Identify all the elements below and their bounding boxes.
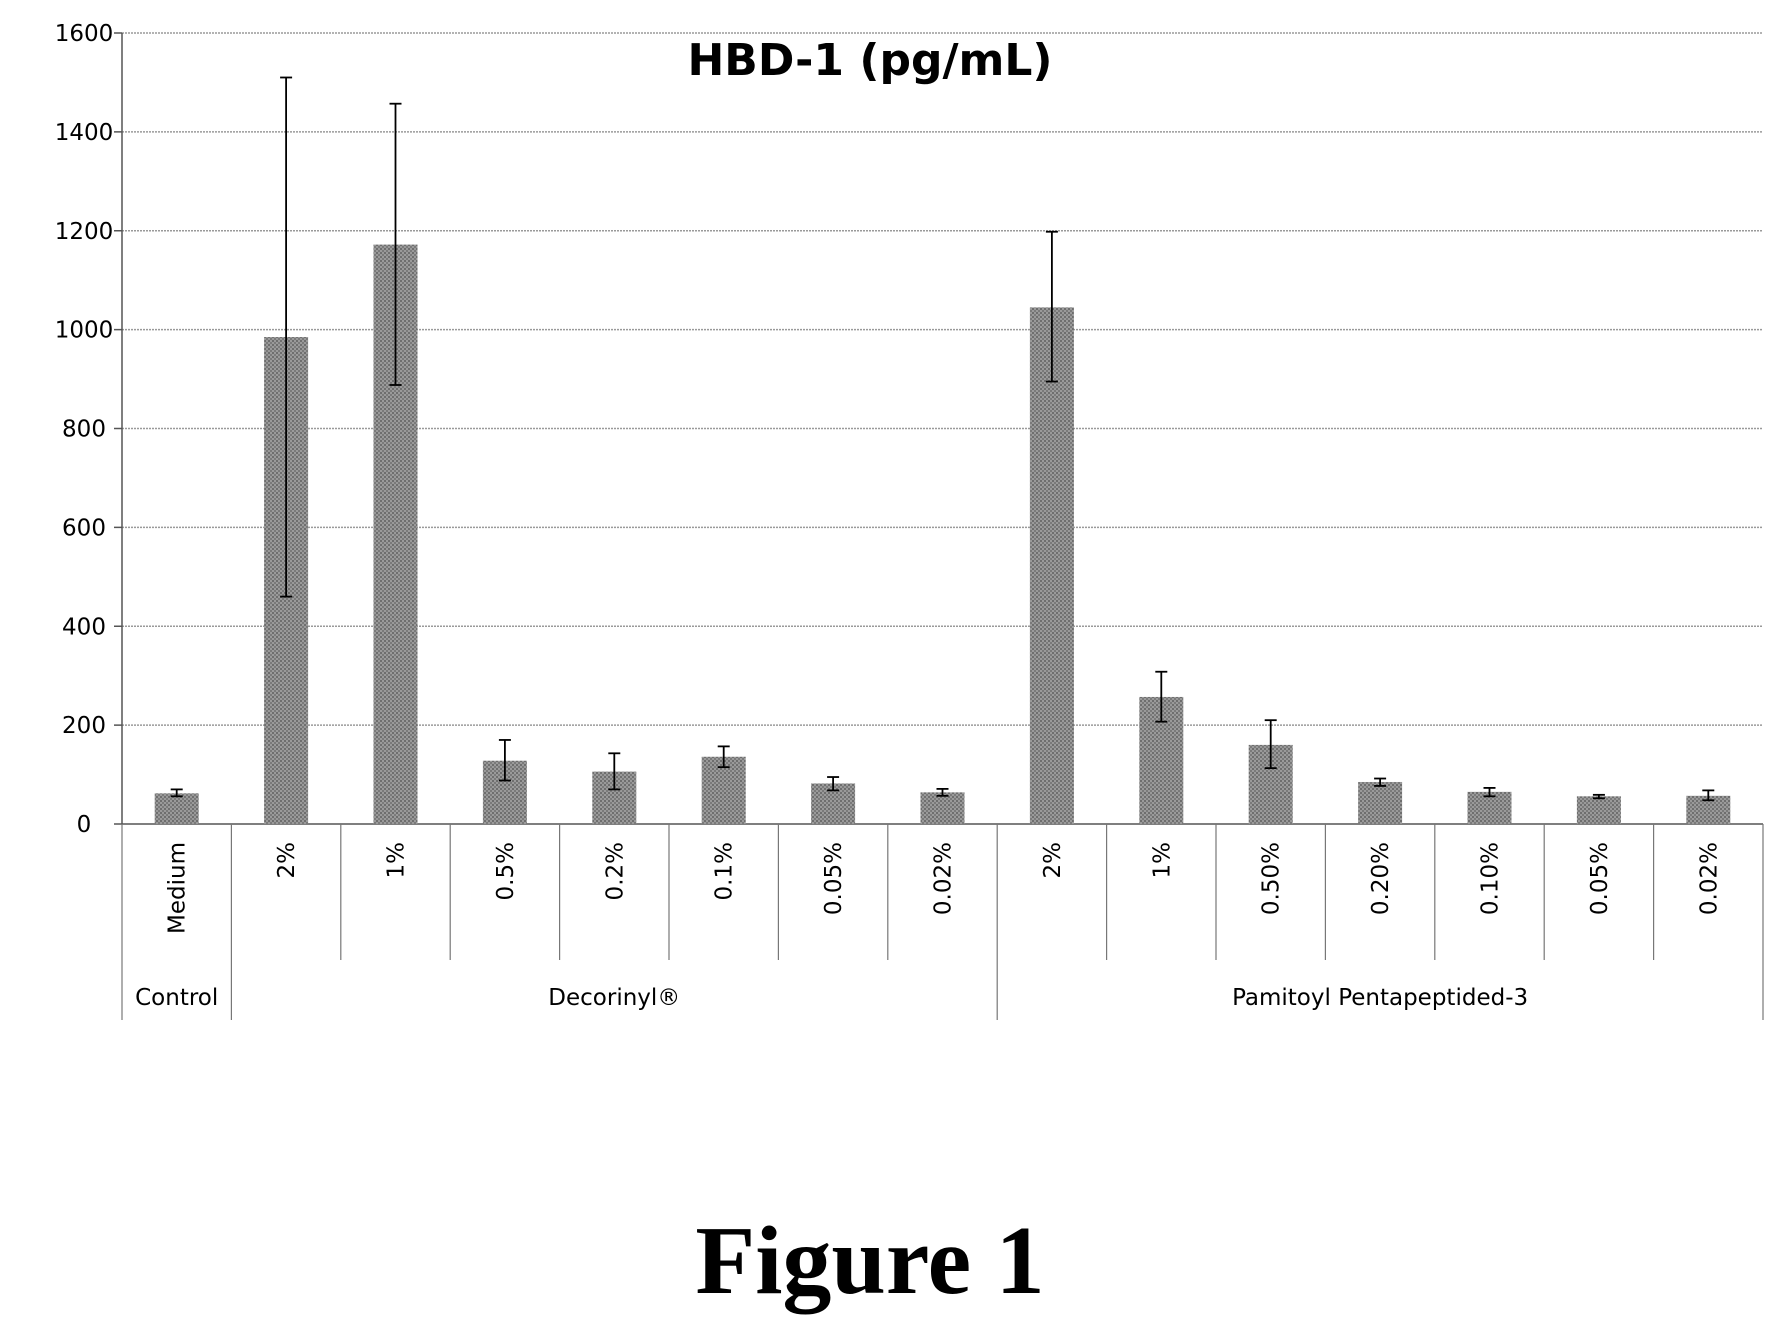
group-labels: Control Decorinyl® Pamitoyl Pentapeptided-…	[135, 985, 1528, 1011]
y-tick-label: 0	[77, 812, 92, 838]
y-tick-label: 800	[62, 417, 106, 443]
category-label: 0.05%	[1587, 842, 1613, 915]
bar	[1577, 796, 1621, 824]
bar	[155, 793, 199, 824]
bar	[921, 792, 965, 824]
category-label: 0.05%	[821, 842, 847, 915]
y-tick-label: 1000	[55, 318, 114, 344]
y-tick-label: 200	[62, 713, 106, 739]
category-label: 0.20%	[1368, 842, 1394, 915]
category-label: 0.02%	[1696, 842, 1722, 915]
y-tick-label: 1600	[55, 21, 114, 47]
category-label: 0.1%	[712, 842, 738, 900]
group-label: Decorinyl®	[548, 985, 680, 1011]
category-label: Medium	[165, 842, 191, 934]
category-label: 0.5%	[493, 842, 519, 900]
y-tick-label: 1400	[55, 120, 114, 146]
category-label: 0.02%	[931, 842, 957, 915]
category-label: 2%	[1040, 842, 1066, 879]
category-labels: Medium 2% 1% 0.5% 0.2% 0.1% 0.05% 0.02% 2% 1% 0.50…	[165, 842, 1723, 934]
bar	[1030, 307, 1074, 824]
category-label: 0.2%	[602, 842, 628, 900]
group-label: Control	[135, 985, 218, 1011]
y-tick-label: 1200	[55, 219, 114, 245]
y-tick-label: 400	[62, 614, 106, 640]
category-label: 1%	[1149, 842, 1175, 879]
figure-caption: Figure 1	[0, 1205, 1740, 1317]
category-label: 0.50%	[1259, 842, 1285, 915]
bar	[1358, 782, 1402, 824]
category-label: 0.10%	[1478, 842, 1504, 915]
category-label: 1%	[384, 842, 410, 879]
category-label: 2%	[274, 842, 300, 879]
bars	[155, 245, 1731, 824]
y-tick-labels: 0 200 400 600 800 1000 1200 1400 1600	[55, 21, 114, 838]
group-label: Pamitoyl Pentapeptided-3	[1232, 985, 1528, 1011]
grid-lines	[122, 33, 1763, 725]
chart-title: HBD-1 (pg/mL)	[687, 35, 1052, 86]
y-tick-label: 600	[62, 515, 106, 541]
